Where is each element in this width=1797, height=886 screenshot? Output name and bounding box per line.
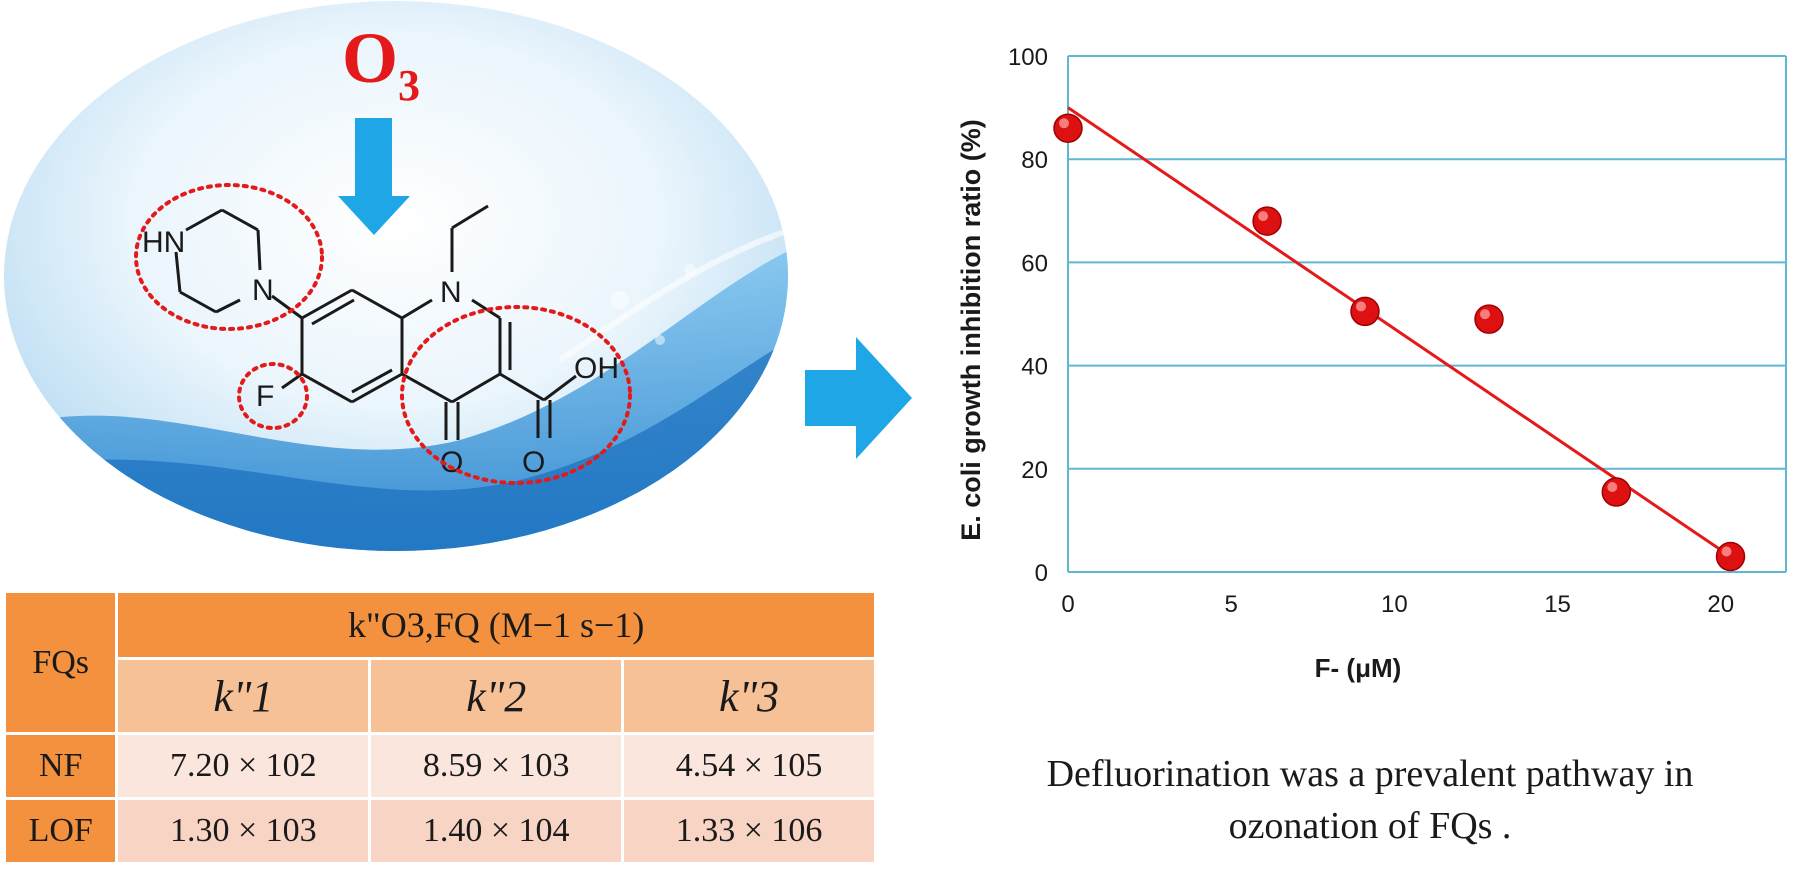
caption-line: Defluorination was a prevalent pathway i… xyxy=(1046,753,1694,795)
y-tick-label: 60 xyxy=(1021,250,1048,277)
figure-caption: Defluorination was a prevalent pathway i… xyxy=(950,748,1790,852)
data-point xyxy=(1601,477,1632,507)
table-cell: 1.40 × 104 xyxy=(371,800,622,862)
table-cell: 8.59 × 103 xyxy=(371,735,622,797)
x-tick-label: 0 xyxy=(1061,591,1074,618)
carboxyl-site-circle xyxy=(400,305,632,485)
ozone-subscript: 3 xyxy=(398,61,420,110)
data-point xyxy=(1350,296,1380,327)
fluorine-label: F xyxy=(256,380,274,413)
row-label: LOF xyxy=(6,800,116,862)
x-tick-label: 5 xyxy=(1225,591,1238,618)
data-point-highlight xyxy=(1607,482,1618,493)
ozone-label: O3 xyxy=(342,18,420,110)
data-point xyxy=(1715,541,1746,572)
trend-line xyxy=(1067,106,1732,558)
table-sub-header: k"1 xyxy=(118,660,369,732)
table-sub-header: k"2 xyxy=(371,660,622,732)
table-sub-header: k"3 xyxy=(624,660,874,732)
x-tick-label: 10 xyxy=(1381,591,1408,618)
table-cell: 4.54 × 105 xyxy=(624,735,874,797)
y-axis-label: E. coli growth inhibition ratio (%) xyxy=(956,119,986,540)
rate-constant-table: FQs k"O3,FQ (M−1 s−1) k"1 k"2 k"3 NF 7.2… xyxy=(3,590,877,865)
data-point-highlight xyxy=(1721,546,1732,557)
y-tick-label: 20 xyxy=(1021,457,1048,484)
ozone-symbol: O xyxy=(342,18,398,98)
amine-label: HN xyxy=(142,226,185,259)
table-main-header: k"O3,FQ (M−1 s−1) xyxy=(118,593,874,657)
data-point-highlight xyxy=(1059,118,1069,129)
fluoroquinolone-structure xyxy=(174,204,577,440)
table-corner-header: FQs xyxy=(6,593,116,732)
caption-line: ozonation of FQs . xyxy=(1228,805,1512,847)
data-point-highlight xyxy=(1355,301,1366,312)
hydroxyl-label: OH xyxy=(574,352,619,385)
x-tick-label: 15 xyxy=(1544,591,1571,618)
x-tick-label: 20 xyxy=(1707,591,1734,618)
carboxyl-oxygen-label: O xyxy=(522,446,545,479)
y-tick-label: 40 xyxy=(1021,354,1048,381)
water-oval xyxy=(4,1,788,551)
data-point-highlight xyxy=(1480,309,1491,320)
inhibition-chart: 0 5 10 15 20 0 20 40 60 80 100 F- (μM) E. coli gr… xyxy=(956,44,1787,683)
table-cell: 1.30 × 103 xyxy=(118,800,369,862)
table-cell: 7.20 × 102 xyxy=(118,735,369,797)
y-tick-label: 0 xyxy=(1035,560,1048,587)
y-tick-label: 80 xyxy=(1021,147,1048,174)
y-tick-label: 100 xyxy=(1008,44,1048,71)
row-label: NF xyxy=(6,735,116,797)
piperazine-nitrogen-label: N xyxy=(252,274,274,307)
piperazine-site-circle xyxy=(134,183,324,331)
right-arrow-icon xyxy=(805,337,912,459)
table-row: LOF 1.30 × 103 1.40 × 104 1.33 × 106 xyxy=(6,800,874,862)
fluorine-site-circle xyxy=(237,362,309,430)
quinolone-nitrogen-label: N xyxy=(440,276,462,309)
data-point xyxy=(1252,206,1282,236)
down-arrow-icon xyxy=(338,118,410,235)
data-point xyxy=(1474,304,1504,334)
table-cell: 1.33 × 106 xyxy=(624,800,874,862)
data-point-highlight xyxy=(1258,211,1269,222)
table-row: NF 7.20 × 102 8.59 × 103 4.54 × 105 xyxy=(6,735,874,797)
x-axis-label: F- (μM) xyxy=(1315,653,1402,683)
data-point xyxy=(1053,113,1083,143)
